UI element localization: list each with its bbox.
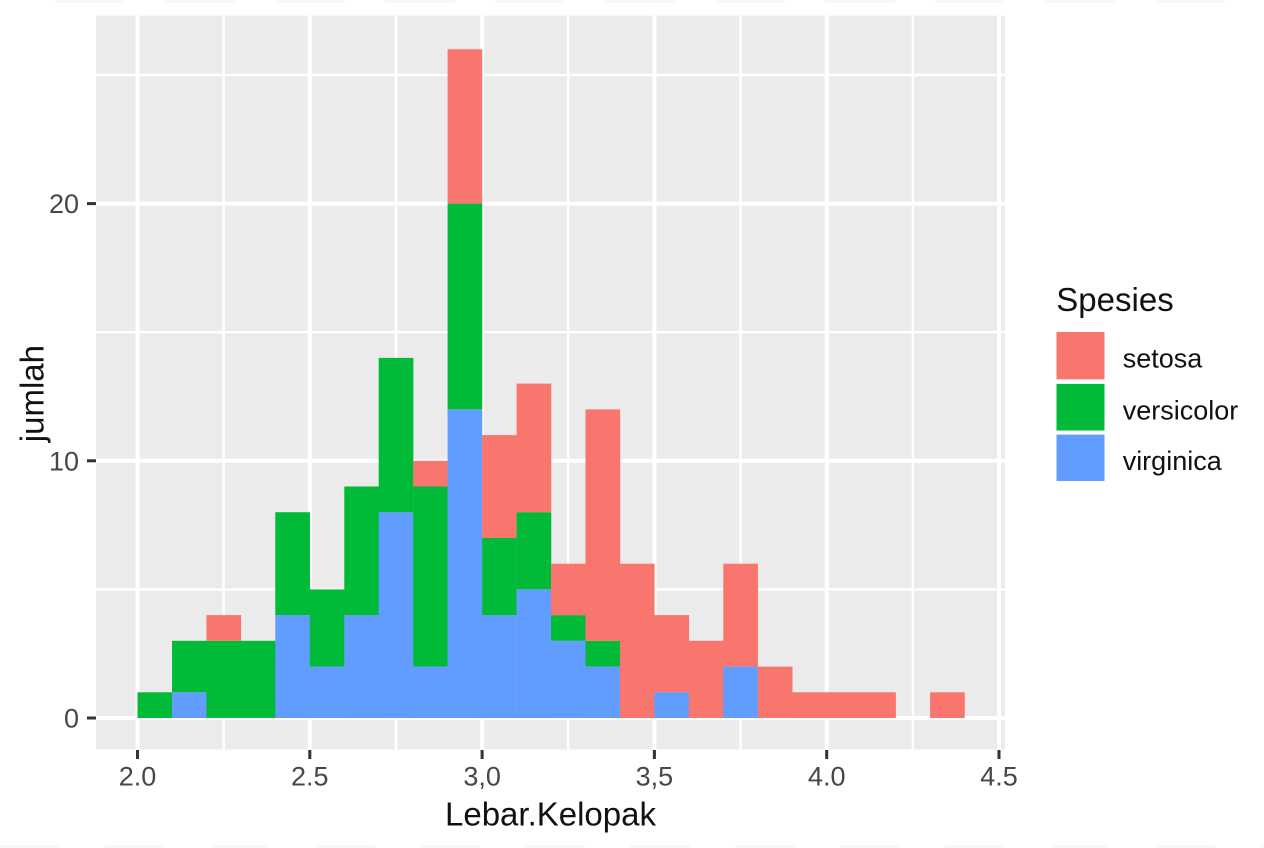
svg-text:Lebar.Kelopak: Lebar.Kelopak [445,796,657,833]
svg-text:20: 20 [49,189,79,219]
svg-text:versicolor: versicolor [1123,396,1239,426]
svg-text:Spesies: Spesies [1056,281,1173,318]
svg-text:3,5: 3,5 [636,761,674,791]
svg-text:virginica: virginica [1123,446,1223,476]
svg-text:4.0: 4.0 [808,761,846,791]
svg-text:jumlah: jumlah [14,345,51,443]
svg-text:2.0: 2.0 [119,761,157,791]
svg-text:2.5: 2.5 [291,761,329,791]
svg-text:10: 10 [49,446,79,476]
svg-text:0: 0 [64,704,79,734]
svg-text:4.5: 4.5 [980,761,1018,791]
svg-text:3,0: 3,0 [463,761,501,791]
svg-text:setosa: setosa [1123,344,1204,374]
